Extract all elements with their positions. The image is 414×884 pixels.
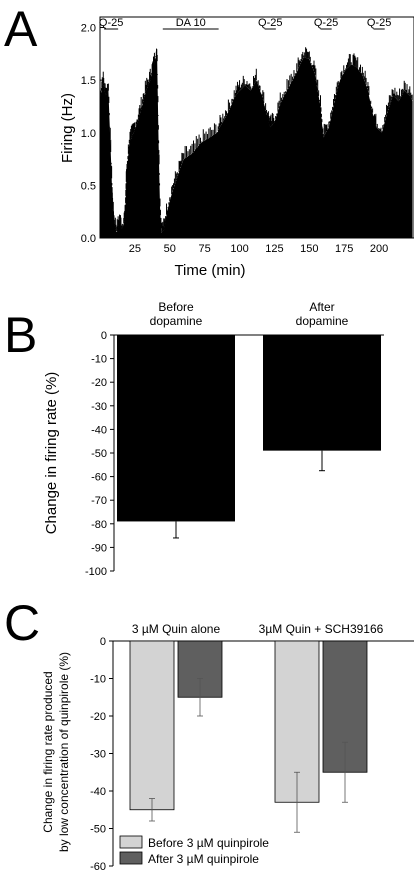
x-tick-label: 175 xyxy=(335,243,353,255)
firing-rate-trace xyxy=(100,57,413,238)
category-label: Before xyxy=(158,300,194,314)
y-tick-label: -80 xyxy=(91,519,107,531)
x-tick-label: 150 xyxy=(300,243,318,255)
bar xyxy=(263,335,381,451)
x-tick-label: 75 xyxy=(199,243,211,255)
y-tick-label: -60 xyxy=(90,861,106,873)
y-tick-label: -50 xyxy=(91,448,107,460)
drug-application-label: Q-25 xyxy=(258,17,282,29)
y-tick-label: -50 xyxy=(90,824,106,836)
category-label: dopamine xyxy=(150,314,203,328)
y-tick-label: 0 xyxy=(101,330,107,342)
y-tick-label: -40 xyxy=(90,786,106,798)
drug-application-label: Q-25 xyxy=(367,17,391,29)
x-tick-label: 125 xyxy=(265,243,283,255)
y-tick-label: -30 xyxy=(90,749,106,761)
y-tick-label: -10 xyxy=(90,674,106,686)
y-tick-label: -10 xyxy=(91,354,107,366)
y-tick-label: -70 xyxy=(91,495,107,507)
bar xyxy=(129,640,175,811)
panel-b-chart: Change in firing rate (%) 0 -10 -20 -30 -40 -… xyxy=(43,300,384,578)
y-tick-label: -30 xyxy=(91,401,107,413)
category-label: 3µM Quin + SCH39166 xyxy=(259,622,384,636)
x-tick-label: 25 xyxy=(129,243,141,255)
panel-b-letter: B xyxy=(4,307,37,363)
y-tick-label: -20 xyxy=(91,377,107,389)
legend-label: Before 3 µM quinpirole xyxy=(148,836,269,850)
y-tick-label: 1.0 xyxy=(81,128,96,140)
panel-a-xlabel: Time (min) xyxy=(174,262,245,279)
category-label: After xyxy=(309,300,334,314)
y-tick-label: -40 xyxy=(91,424,107,436)
category-label: 3 µM Quin alone xyxy=(132,622,221,636)
drug-application-label: Q-25 xyxy=(314,17,338,29)
y-tick-label: -100 xyxy=(85,566,107,578)
y-tick-label: 0.0 xyxy=(81,233,96,245)
y-tick-label: -90 xyxy=(91,542,107,554)
drug-application-label: Q-25 xyxy=(99,17,123,29)
x-tick-label: 100 xyxy=(230,243,248,255)
drug-application-label: DA 10 xyxy=(176,17,206,29)
bar xyxy=(117,335,235,522)
panel-c-ylabel-line-2: by low concentration of quinpirole (%) xyxy=(57,652,71,852)
panel-a-ylabel: Firing (Hz) xyxy=(59,93,76,163)
panel-c-letter: C xyxy=(4,595,40,651)
legend-label: After 3 µM quinpirole xyxy=(148,852,259,866)
x-tick-label: 200 xyxy=(370,243,388,255)
panel-c-chart: Change in firing rate produced by low co… xyxy=(41,622,414,873)
category-label: dopamine xyxy=(296,314,349,328)
y-tick-label: 1.5 xyxy=(81,75,96,87)
y-tick-label: 0.5 xyxy=(81,180,96,192)
x-tick-label: 50 xyxy=(164,243,176,255)
y-tick-label: -20 xyxy=(90,711,106,723)
y-tick-label: -60 xyxy=(91,472,107,484)
panel-a-chart: Time (min) Firing (Hz) 0.0 0.5 1.0 1.5 2.0 25… xyxy=(59,16,414,279)
y-tick-label: 2.0 xyxy=(81,23,96,35)
legend-swatch xyxy=(119,835,143,849)
legend-swatch xyxy=(119,851,143,865)
panel-c-ylabel-line-1: Change in firing rate produced xyxy=(41,671,55,832)
panel-b-ylabel: Change in firing rate (%) xyxy=(43,372,60,535)
panel-a-letter: A xyxy=(4,1,38,57)
y-tick-label: 0 xyxy=(100,636,106,648)
